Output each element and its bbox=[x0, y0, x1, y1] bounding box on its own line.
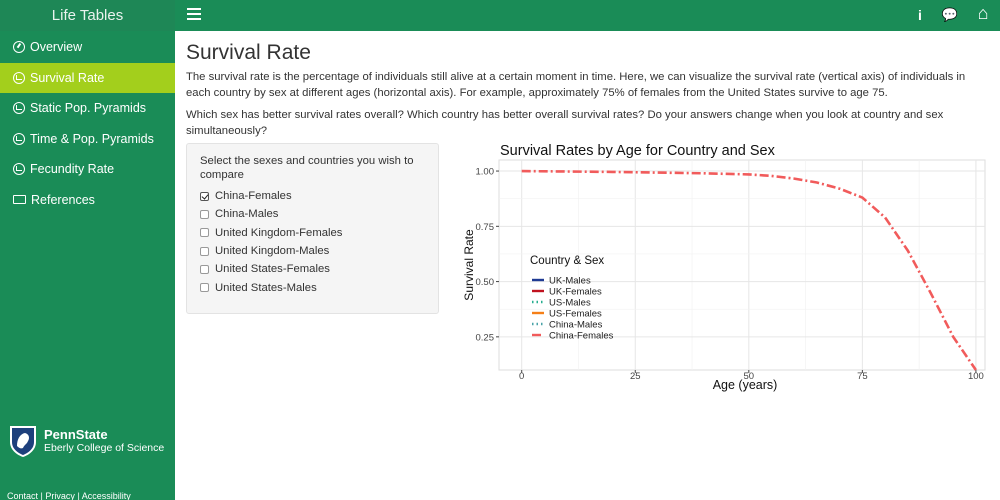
selection-panel: Select the sexes and countries you wish … bbox=[186, 143, 439, 314]
series-lines bbox=[521, 169, 977, 371]
option-label: United States-Females bbox=[215, 263, 330, 276]
footer-separator: | bbox=[77, 491, 80, 500]
survival-chart: Survival Rates by Age for Country and Se… bbox=[455, 140, 995, 495]
x-tick-label: 50 bbox=[744, 371, 755, 382]
sidebar-item-overview[interactable]: Overview bbox=[0, 32, 175, 63]
option-label: United States-Males bbox=[215, 281, 317, 294]
selection-label: Select the sexes and countries you wish … bbox=[200, 155, 414, 181]
option-china-males[interactable]: China-Males bbox=[200, 205, 425, 223]
history-icon bbox=[13, 71, 25, 84]
legend-title: Country & Sex bbox=[530, 255, 604, 267]
option-us-males[interactable]: United States-Males bbox=[200, 278, 425, 296]
nittany-lion-shield-icon bbox=[10, 426, 36, 457]
accessibility-link[interactable]: Accessibility bbox=[81, 491, 131, 500]
history-icon bbox=[13, 102, 25, 115]
grid-lines bbox=[499, 160, 985, 370]
sidebar-item-time-pop-pyramids[interactable]: Time & Pop. Pyramids bbox=[0, 124, 175, 155]
x-axis-label: Age (years) bbox=[713, 378, 778, 392]
history-icon bbox=[13, 163, 25, 176]
question-paragraph: Which sex has better survival rates over… bbox=[186, 109, 944, 137]
sidebar-item-label: Static Pop. Pyramids bbox=[30, 101, 147, 116]
book-icon bbox=[13, 195, 26, 205]
footer-separator: | bbox=[40, 491, 43, 500]
legend-label: UK-Females bbox=[549, 287, 602, 298]
sidebar-item-label: Time & Pop. Pyramids bbox=[30, 131, 154, 146]
y-axis-label: Survival Rate bbox=[462, 229, 476, 301]
checkbox[interactable] bbox=[200, 264, 209, 274]
sidebar: Overview Survival Rate Static Pop. Pyram… bbox=[0, 31, 175, 500]
option-label: China-Males bbox=[215, 208, 279, 221]
plot-panel bbox=[498, 159, 986, 371]
checkbox[interactable] bbox=[200, 283, 209, 293]
sidebar-item-label: Fecundity Rate bbox=[30, 162, 115, 177]
legend: Country & Sex UK-MalesUK-FemalesUS-MalesU… bbox=[530, 255, 614, 342]
dashboard-icon bbox=[13, 41, 25, 54]
sidebar-item-label: Survival Rate bbox=[30, 70, 105, 85]
chart-title: Survival Rates by Age for Country and Se… bbox=[500, 143, 776, 159]
y-tick-label: 1.00 bbox=[476, 167, 495, 178]
legend-label: China-Females bbox=[549, 331, 614, 342]
checkbox[interactable] bbox=[200, 209, 209, 219]
x-tick-label: 100 bbox=[968, 371, 984, 382]
legend-label: US-Males bbox=[549, 298, 591, 309]
page-title: Survival Rate bbox=[186, 41, 311, 64]
x-tick-label: 75 bbox=[857, 371, 868, 382]
sidebar-item-static-pop-pyramids[interactable]: Static Pop. Pyramids bbox=[0, 93, 175, 124]
brand-subtitle: Eberly College of Science bbox=[44, 441, 165, 454]
intro-paragraph: The survival rate is the percentage of i… bbox=[186, 71, 966, 99]
option-uk-females[interactable]: United Kingdom-Females bbox=[200, 224, 425, 242]
sidebar-item-label: Overview bbox=[30, 40, 83, 55]
sidebar-item-label: References bbox=[31, 192, 95, 207]
y-tick-label: 0.75 bbox=[476, 222, 495, 233]
option-label: United Kingdom-Males bbox=[215, 245, 330, 258]
legend-label: US-Females bbox=[549, 309, 602, 320]
checkbox[interactable] bbox=[200, 246, 209, 256]
checkbox[interactable] bbox=[200, 228, 209, 238]
option-uk-males[interactable]: United Kingdom-Males bbox=[200, 242, 425, 260]
pennstate-logo[interactable]: PennState Eberly College of Science bbox=[8, 424, 164, 458]
axis-ticks: 0 25 50 75 100 0.25 0.50 0.75 1.00 bbox=[476, 167, 984, 382]
option-label: United Kingdom-Females bbox=[215, 226, 343, 239]
y-tick-label: 0.50 bbox=[476, 277, 495, 288]
footer-links: Contact | Privacy | Accessibility bbox=[7, 491, 131, 500]
sidebar-item-references[interactable]: References bbox=[0, 185, 175, 216]
top-navbar: i 💬 ⌂ bbox=[175, 0, 1000, 31]
y-tick-label: 0.25 bbox=[476, 332, 495, 343]
option-china-females[interactable]: China-Females bbox=[200, 187, 425, 205]
x-tick-label: 0 bbox=[519, 371, 524, 382]
checkbox-checked[interactable] bbox=[200, 191, 209, 201]
privacy-link[interactable]: Privacy bbox=[45, 491, 75, 500]
option-label: China-Females bbox=[215, 190, 292, 203]
sidebar-toggle-icon[interactable] bbox=[187, 8, 201, 20]
brand-name: PennState bbox=[44, 426, 108, 442]
x-tick-label: 25 bbox=[630, 371, 641, 382]
sidebar-item-survival-rate[interactable]: Survival Rate bbox=[0, 62, 175, 93]
legend-label: China-Males bbox=[549, 320, 603, 331]
sidebar-item-fecundity-rate[interactable]: Fecundity Rate bbox=[0, 154, 175, 185]
info-icon[interactable]: i bbox=[918, 7, 922, 23]
legend-label: UK-Males bbox=[549, 276, 591, 287]
comments-icon[interactable]: 💬 bbox=[941, 7, 959, 22]
option-us-females[interactable]: United States-Females bbox=[200, 260, 425, 278]
contact-link[interactable]: Contact bbox=[7, 491, 39, 500]
history-icon bbox=[13, 132, 25, 145]
app-title: Life Tables bbox=[0, 0, 175, 31]
survival-chart-svg: Survival Rates by Age for Country and Se… bbox=[462, 143, 986, 392]
home-icon[interactable]: ⌂ bbox=[977, 2, 989, 23]
main-content: Survival Rate The survival rate is the p… bbox=[186, 31, 991, 139]
series-line-china-females bbox=[521, 169, 977, 371]
